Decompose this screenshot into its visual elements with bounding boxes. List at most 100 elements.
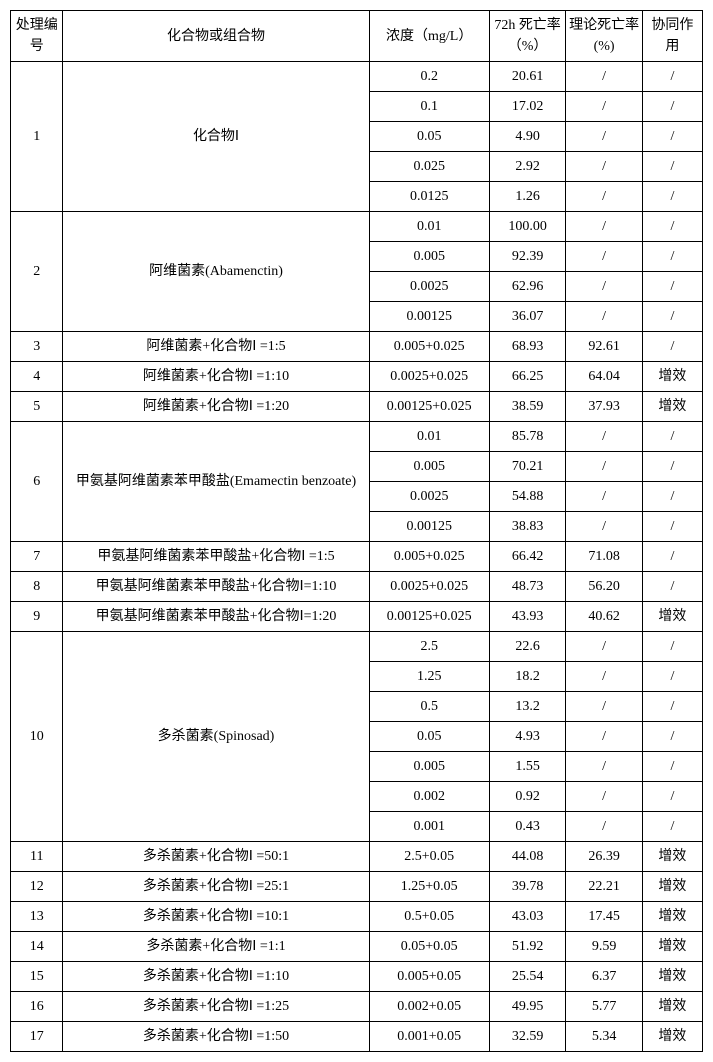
cell-synergy: / xyxy=(642,782,702,812)
cell-concentration: 0.00125 xyxy=(369,302,489,332)
cell-mortality72h: 66.42 xyxy=(489,542,566,572)
cell-synergy: / xyxy=(642,572,702,602)
cell-theoretical: 5.34 xyxy=(566,1022,643,1052)
cell-id: 1 xyxy=(11,62,63,212)
cell-concentration: 0.005+0.025 xyxy=(369,542,489,572)
cell-theoretical: / xyxy=(566,512,643,542)
cell-concentration: 0.0125 xyxy=(369,182,489,212)
cell-synergy: / xyxy=(642,332,702,362)
table-row: 12多杀菌素+化合物Ⅰ =25:11.25+0.0539.7822.21增效 xyxy=(11,872,703,902)
cell-theoretical: 71.08 xyxy=(566,542,643,572)
cell-compound: 多杀菌素+化合物Ⅰ =1:25 xyxy=(63,992,369,1022)
cell-compound: 多杀菌素+化合物Ⅰ =1:10 xyxy=(63,962,369,992)
cell-synergy: / xyxy=(642,302,702,332)
cell-theoretical: 22.21 xyxy=(566,872,643,902)
cell-theoretical: / xyxy=(566,662,643,692)
cell-synergy: / xyxy=(642,152,702,182)
cell-compound: 甲氨基阿维菌素苯甲酸盐+化合物Ⅰ=1:10 xyxy=(63,572,369,602)
cell-mortality72h: 44.08 xyxy=(489,842,566,872)
cell-id: 4 xyxy=(11,362,63,392)
cell-concentration: 0.001 xyxy=(369,812,489,842)
cell-mortality72h: 38.83 xyxy=(489,512,566,542)
cell-concentration: 0.00125+0.025 xyxy=(369,602,489,632)
cell-theoretical: / xyxy=(566,242,643,272)
cell-id: 2 xyxy=(11,212,63,332)
cell-id: 15 xyxy=(11,962,63,992)
cell-synergy: / xyxy=(642,92,702,122)
cell-id: 14 xyxy=(11,932,63,962)
cell-mortality72h: 66.25 xyxy=(489,362,566,392)
cell-mortality72h: 85.78 xyxy=(489,422,566,452)
cell-synergy: / xyxy=(642,662,702,692)
cell-theoretical: 92.61 xyxy=(566,332,643,362)
cell-id: 3 xyxy=(11,332,63,362)
table-row: 13多杀菌素+化合物Ⅰ =10:10.5+0.0543.0317.45增效 xyxy=(11,902,703,932)
table-row: 11多杀菌素+化合物Ⅰ =50:12.5+0.0544.0826.39增效 xyxy=(11,842,703,872)
cell-synergy: 增效 xyxy=(642,992,702,1022)
cell-concentration: 1.25+0.05 xyxy=(369,872,489,902)
cell-synergy: / xyxy=(642,122,702,152)
cell-theoretical: 56.20 xyxy=(566,572,643,602)
cell-mortality72h: 70.21 xyxy=(489,452,566,482)
cell-concentration: 0.05+0.05 xyxy=(369,932,489,962)
cell-mortality72h: 68.93 xyxy=(489,332,566,362)
cell-mortality72h: 4.90 xyxy=(489,122,566,152)
cell-concentration: 0.0025+0.025 xyxy=(369,572,489,602)
header-mortality72h: 72h 死亡率（%） xyxy=(489,11,566,62)
cell-synergy: 增效 xyxy=(642,392,702,422)
cell-mortality72h: 1.26 xyxy=(489,182,566,212)
cell-concentration: 0.001+0.05 xyxy=(369,1022,489,1052)
cell-concentration: 0.05 xyxy=(369,122,489,152)
cell-compound: 多杀菌素(Spinosad) xyxy=(63,632,369,842)
table-row: 14多杀菌素+化合物Ⅰ =1:10.05+0.0551.929.59增效 xyxy=(11,932,703,962)
cell-theoretical: / xyxy=(566,692,643,722)
cell-mortality72h: 49.95 xyxy=(489,992,566,1022)
cell-id: 5 xyxy=(11,392,63,422)
header-synergy: 协同作用 xyxy=(642,11,702,62)
cell-mortality72h: 17.02 xyxy=(489,92,566,122)
cell-concentration: 1.25 xyxy=(369,662,489,692)
table-row: 10多杀菌素(Spinosad)2.522.6// xyxy=(11,632,703,662)
cell-synergy: / xyxy=(642,812,702,842)
cell-concentration: 2.5 xyxy=(369,632,489,662)
table-row: 4阿维菌素+化合物Ⅰ =1:100.0025+0.02566.2564.04增效 xyxy=(11,362,703,392)
cell-concentration: 0.005 xyxy=(369,752,489,782)
cell-id: 6 xyxy=(11,422,63,542)
cell-id: 8 xyxy=(11,572,63,602)
cell-theoretical: / xyxy=(566,422,643,452)
cell-mortality72h: 18.2 xyxy=(489,662,566,692)
cell-theoretical: 26.39 xyxy=(566,842,643,872)
cell-id: 13 xyxy=(11,902,63,932)
cell-concentration: 0.005 xyxy=(369,242,489,272)
cell-synergy: / xyxy=(642,632,702,662)
table-row: 17多杀菌素+化合物Ⅰ =1:500.001+0.0532.595.34增效 xyxy=(11,1022,703,1052)
cell-mortality72h: 22.6 xyxy=(489,632,566,662)
cell-synergy: / xyxy=(642,62,702,92)
cell-concentration: 0.0025 xyxy=(369,482,489,512)
table-header-row: 处理编号 化合物或组合物 浓度（mg/L） 72h 死亡率（%） 理论死亡率(%… xyxy=(11,11,703,62)
cell-mortality72h: 62.96 xyxy=(489,272,566,302)
cell-concentration: 0.025 xyxy=(369,152,489,182)
cell-mortality72h: 48.73 xyxy=(489,572,566,602)
cell-concentration: 0.005 xyxy=(369,452,489,482)
cell-mortality72h: 32.59 xyxy=(489,1022,566,1052)
cell-theoretical: / xyxy=(566,722,643,752)
table-row: 9甲氨基阿维菌素苯甲酸盐+化合物Ⅰ=1:200.00125+0.02543.93… xyxy=(11,602,703,632)
cell-concentration: 0.01 xyxy=(369,212,489,242)
cell-theoretical: / xyxy=(566,752,643,782)
table-body: 1化合物Ⅰ0.220.61//0.117.02//0.054.90//0.025… xyxy=(11,62,703,1052)
cell-mortality72h: 4.93 xyxy=(489,722,566,752)
cell-concentration: 2.5+0.05 xyxy=(369,842,489,872)
table-row: 6甲氨基阿维菌素苯甲酸盐(Emamectin benzoate)0.0185.7… xyxy=(11,422,703,452)
cell-mortality72h: 51.92 xyxy=(489,932,566,962)
cell-id: 12 xyxy=(11,872,63,902)
cell-mortality72h: 43.03 xyxy=(489,902,566,932)
cell-compound: 甲氨基阿维菌素苯甲酸盐(Emamectin benzoate) xyxy=(63,422,369,542)
cell-theoretical: / xyxy=(566,272,643,302)
cell-theoretical: 6.37 xyxy=(566,962,643,992)
cell-theoretical: / xyxy=(566,152,643,182)
table-row: 2阿维菌素(Abamenctin)0.01100.00// xyxy=(11,212,703,242)
cell-compound: 多杀菌素+化合物Ⅰ =1:50 xyxy=(63,1022,369,1052)
cell-id: 17 xyxy=(11,1022,63,1052)
cell-mortality72h: 100.00 xyxy=(489,212,566,242)
